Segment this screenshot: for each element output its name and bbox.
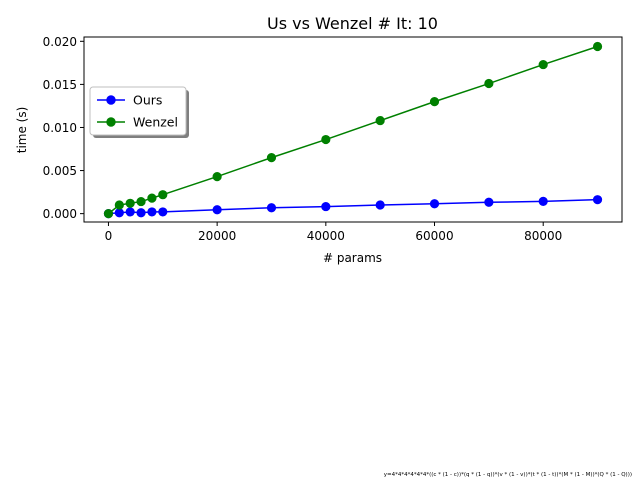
data-point-wenzel xyxy=(321,134,331,145)
legend-marker-ours xyxy=(106,95,116,105)
data-point-ours xyxy=(212,205,222,215)
data-point-ours xyxy=(125,207,135,217)
data-point-ours xyxy=(266,203,277,213)
data-point-wenzel xyxy=(114,200,124,210)
plot-area: 0 20000 40000 60000 80000 0.000 0.005 0.010 0.01… xyxy=(43,35,623,243)
data-point-wenzel xyxy=(484,78,494,89)
data-point-wenzel xyxy=(125,198,135,208)
data-point-ours xyxy=(147,207,157,217)
data-point-ours xyxy=(375,200,385,210)
data-point-wenzel xyxy=(538,59,548,70)
data-point-wenzel xyxy=(592,41,603,52)
data-point-wenzel xyxy=(429,97,440,107)
data-point-wenzel xyxy=(147,193,157,203)
x-tick-label: 40000 xyxy=(307,229,345,243)
data-point-wenzel xyxy=(136,196,146,207)
y-tick-label: 0.000 xyxy=(43,207,77,221)
data-point-wenzel xyxy=(212,171,222,182)
data-point-ours xyxy=(538,196,548,207)
y-axis-label: time (s) xyxy=(15,107,29,154)
x-tick-label: 20000 xyxy=(198,229,236,243)
legend-marker-wenzel xyxy=(106,117,116,127)
data-point-wenzel xyxy=(375,115,385,126)
data-point-wenzel xyxy=(103,209,114,219)
x-tick-label: 60000 xyxy=(415,229,453,243)
data-point-ours xyxy=(158,207,168,217)
data-point-ours xyxy=(484,197,494,207)
legend: Ours Wenzel xyxy=(89,86,189,138)
axes-frame xyxy=(83,36,623,223)
x-tick-label: 0 xyxy=(105,229,113,243)
formula-footnote: y=4*4*4*4*4*4*((c * (1 - c))*(q * (1 - q… xyxy=(384,472,632,478)
chart-title: Us vs Wenzel # It: 10 xyxy=(267,14,438,33)
y-tick-label: 0.015 xyxy=(43,78,77,92)
x-axis-label: # params xyxy=(323,251,382,265)
data-point-wenzel xyxy=(266,153,277,163)
data-point-ours xyxy=(114,208,124,218)
data-point-ours xyxy=(429,199,440,209)
data-point-ours xyxy=(136,208,146,218)
legend-label-wenzel: Wenzel xyxy=(133,115,178,130)
y-tick-label: 0.010 xyxy=(43,121,77,135)
y-tick-label: 0.005 xyxy=(43,164,77,178)
x-tick-label: 80000 xyxy=(524,229,562,243)
y-tick-label: 0.020 xyxy=(43,35,77,49)
legend-label-ours: Ours xyxy=(133,93,162,108)
data-point-ours xyxy=(592,195,603,205)
data-point-ours xyxy=(321,201,331,212)
data-point-wenzel xyxy=(158,190,168,200)
